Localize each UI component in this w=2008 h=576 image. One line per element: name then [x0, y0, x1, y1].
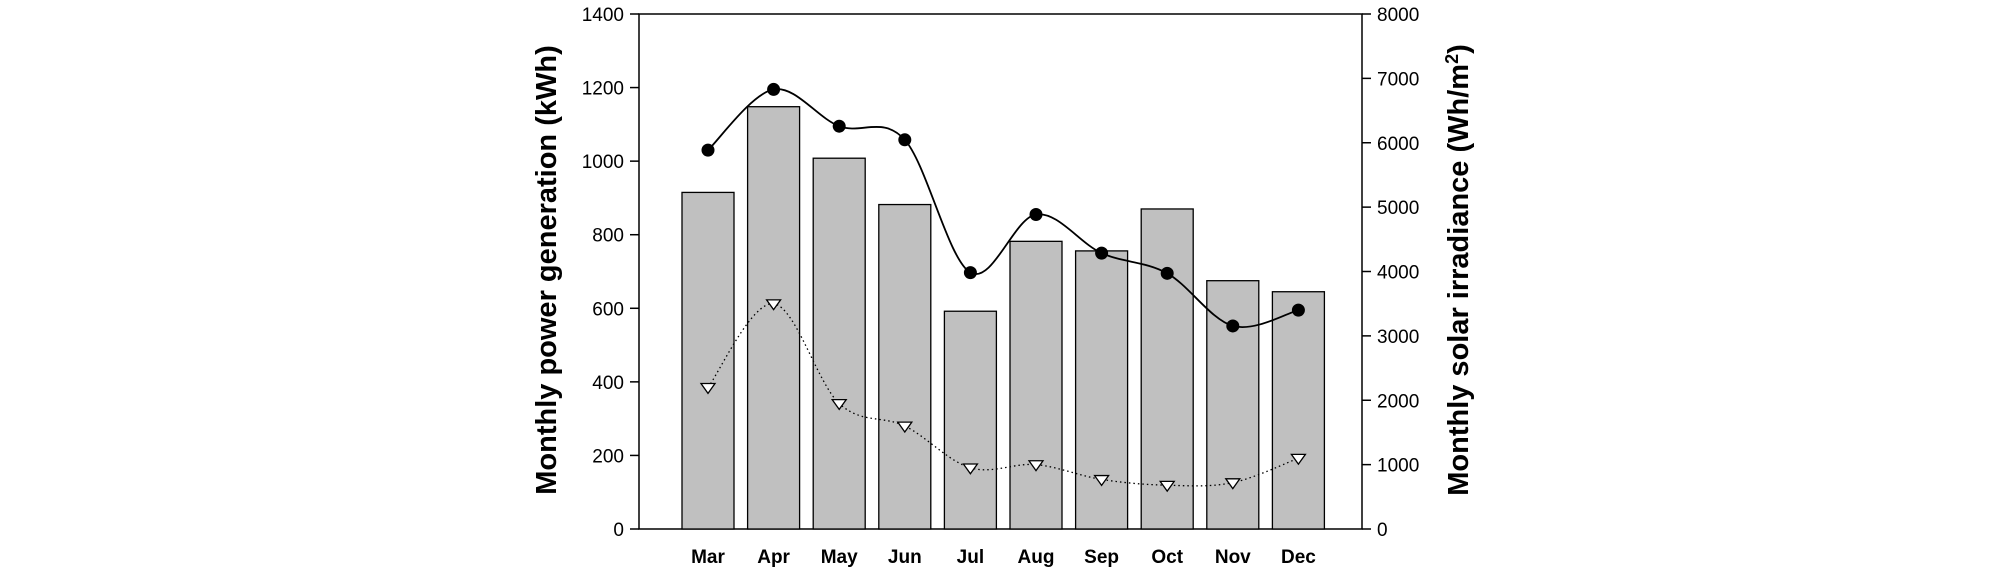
- x-tick-label-jun: Jun: [888, 547, 922, 568]
- x-tick-label-oct: Oct: [1151, 547, 1183, 568]
- series-2-point-sep: [1093, 474, 1110, 487]
- bar-dec: [1271, 291, 1326, 530]
- x-tick-label-dec: Dec: [1281, 547, 1316, 568]
- bar-jun: [878, 203, 932, 530]
- series-1-point-nov: [1226, 319, 1240, 333]
- y-right-axis-title: Monthly solar irradiance (Wh/m2): [1442, 44, 1475, 496]
- bar-oct: [1140, 208, 1194, 530]
- bar-mar: [681, 191, 735, 530]
- series-2-point-may: [830, 398, 848, 411]
- y-right-axis-title-sup: 2: [1442, 54, 1462, 64]
- y-right-tick-label-1000: 1000: [1377, 456, 1419, 477]
- y-left-tick-label-200: 200: [592, 446, 624, 467]
- y-right-axis-title-end: ): [1443, 44, 1475, 54]
- y-left-tick-label-0: 0: [613, 520, 624, 541]
- y-right-tick-label-6000: 6000: [1377, 134, 1419, 155]
- x-tick-label-sep: Sep: [1084, 547, 1119, 568]
- markers-layer: [699, 82, 1307, 493]
- bar-aug: [1009, 240, 1063, 530]
- bar-apr: [746, 106, 801, 530]
- series-2-point-dec: [1290, 453, 1307, 466]
- series-1-point-sep: [1095, 246, 1109, 260]
- series-1-point-mar: [701, 143, 715, 157]
- x-tick-label-mar: Mar: [691, 547, 725, 568]
- y-left-tick-label-1000: 1000: [582, 152, 624, 173]
- y-right-tick-label-2000: 2000: [1377, 391, 1419, 412]
- axes-layer: 0 200 400 600 800 1000 1200 1400 0 1000 2000 3000 40…: [582, 5, 1420, 568]
- series-1-line: [707, 88, 1299, 328]
- y-left-tick-label-1200: 1200: [582, 79, 624, 100]
- bar-sep: [1074, 250, 1129, 530]
- y-left-tick-label-600: 600: [592, 299, 624, 320]
- y-left-axis-title: Monthly power generation (kWh): [531, 45, 563, 495]
- series-1-point-oct: [1160, 266, 1174, 280]
- y-right-tick-label-7000: 7000: [1377, 69, 1419, 90]
- y-right-axis-title-main: Monthly solar irradiance (Wh/m: [1443, 64, 1475, 496]
- y-right-tick-label-8000: 8000: [1377, 5, 1419, 26]
- bars-layer: [681, 106, 1326, 530]
- bar-nov: [1206, 280, 1260, 530]
- series-1-point-jul: [963, 266, 977, 280]
- series-2-point-jul: [962, 463, 979, 475]
- series-1-point-apr: [767, 82, 781, 96]
- x-tick-label-may: May: [821, 547, 858, 568]
- x-tick-label-jul: Jul: [957, 547, 984, 568]
- y-right-tick-label-5000: 5000: [1377, 198, 1419, 219]
- series-2-point-jun: [896, 421, 914, 434]
- series-2-point-mar: [699, 382, 717, 395]
- series-1-point-aug: [1029, 207, 1043, 221]
- y-left-tick-label-1400: 1400: [582, 5, 624, 26]
- y-left-tick-label-800: 800: [592, 226, 624, 247]
- series-1-point-may: [832, 119, 846, 133]
- x-tick-label-apr: Apr: [757, 547, 790, 568]
- series-1-point-dec: [1291, 303, 1305, 317]
- lines-layer: [707, 88, 1299, 487]
- series-2-point-apr: [765, 299, 782, 311]
- bar-may: [812, 157, 866, 530]
- x-tick-label-aug: Aug: [1018, 547, 1055, 568]
- y-right-tick-label-3000: 3000: [1377, 327, 1419, 348]
- y-right-tick-label-0: 0: [1377, 520, 1388, 541]
- series-2-point-oct: [1158, 480, 1176, 493]
- series-2-point-nov: [1224, 478, 1242, 490]
- y-right-tick-label-4000: 4000: [1377, 263, 1419, 284]
- y-left-tick-label-400: 400: [592, 373, 624, 394]
- series-1-point-jun: [898, 133, 912, 147]
- bar-jul: [943, 310, 998, 530]
- x-tick-label-nov: Nov: [1215, 547, 1251, 568]
- series-2-point-aug: [1027, 460, 1045, 472]
